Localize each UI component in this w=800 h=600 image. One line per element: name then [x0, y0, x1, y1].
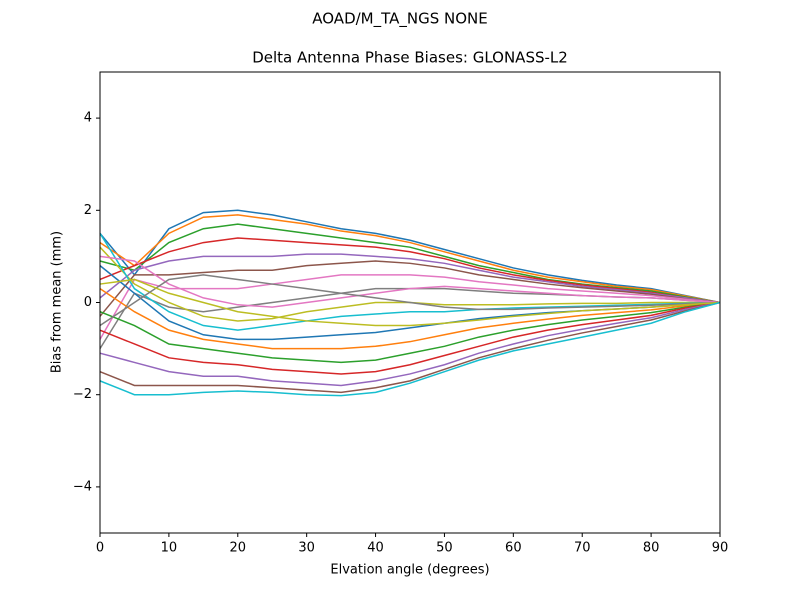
- series-line: [99, 223, 721, 304]
- x-tick-label: 10: [161, 541, 178, 556]
- y-tick-label: −4: [73, 479, 92, 494]
- series-line: [99, 253, 721, 304]
- series-line: [99, 301, 721, 364]
- plot-area: [99, 209, 721, 397]
- chart-title: Delta Antenna Phase Biases: GLONASS-L2: [252, 49, 568, 67]
- x-tick-label: 40: [367, 541, 384, 556]
- series-line: [99, 260, 721, 317]
- y-tick-label: −2: [73, 387, 92, 402]
- suptitle: AOAD/M_TA_NGS NONE: [312, 10, 487, 29]
- series-line: [99, 214, 721, 304]
- y-tick-label: 2: [84, 203, 92, 218]
- x-axis-label: Elvation angle (degrees): [330, 563, 489, 578]
- series-line: [99, 301, 721, 387]
- x-tick-label: 60: [505, 541, 522, 556]
- x-tick-label: 90: [712, 541, 729, 556]
- y-tick-label: 4: [84, 111, 92, 126]
- series-line: [99, 274, 721, 327]
- series-line: [99, 237, 721, 304]
- series-line: [99, 288, 721, 350]
- series-line: [99, 274, 721, 340]
- y-axis-label: Bias from mean (mm): [50, 231, 65, 373]
- x-tick-label: 70: [574, 541, 591, 556]
- series-line: [99, 301, 721, 375]
- x-tick-label: 80: [643, 541, 660, 556]
- series-line: [99, 301, 721, 394]
- series-line: [99, 232, 721, 331]
- y-tick-label: 0: [84, 295, 92, 310]
- x-tick-label: 0: [96, 541, 104, 556]
- series-line: [99, 301, 721, 397]
- series-line: [99, 209, 721, 304]
- x-tick-label: 50: [436, 541, 453, 556]
- series-line: [99, 255, 721, 308]
- series-line: [99, 278, 721, 327]
- x-tick-label: 20: [230, 541, 247, 556]
- x-tick-label: 30: [298, 541, 315, 556]
